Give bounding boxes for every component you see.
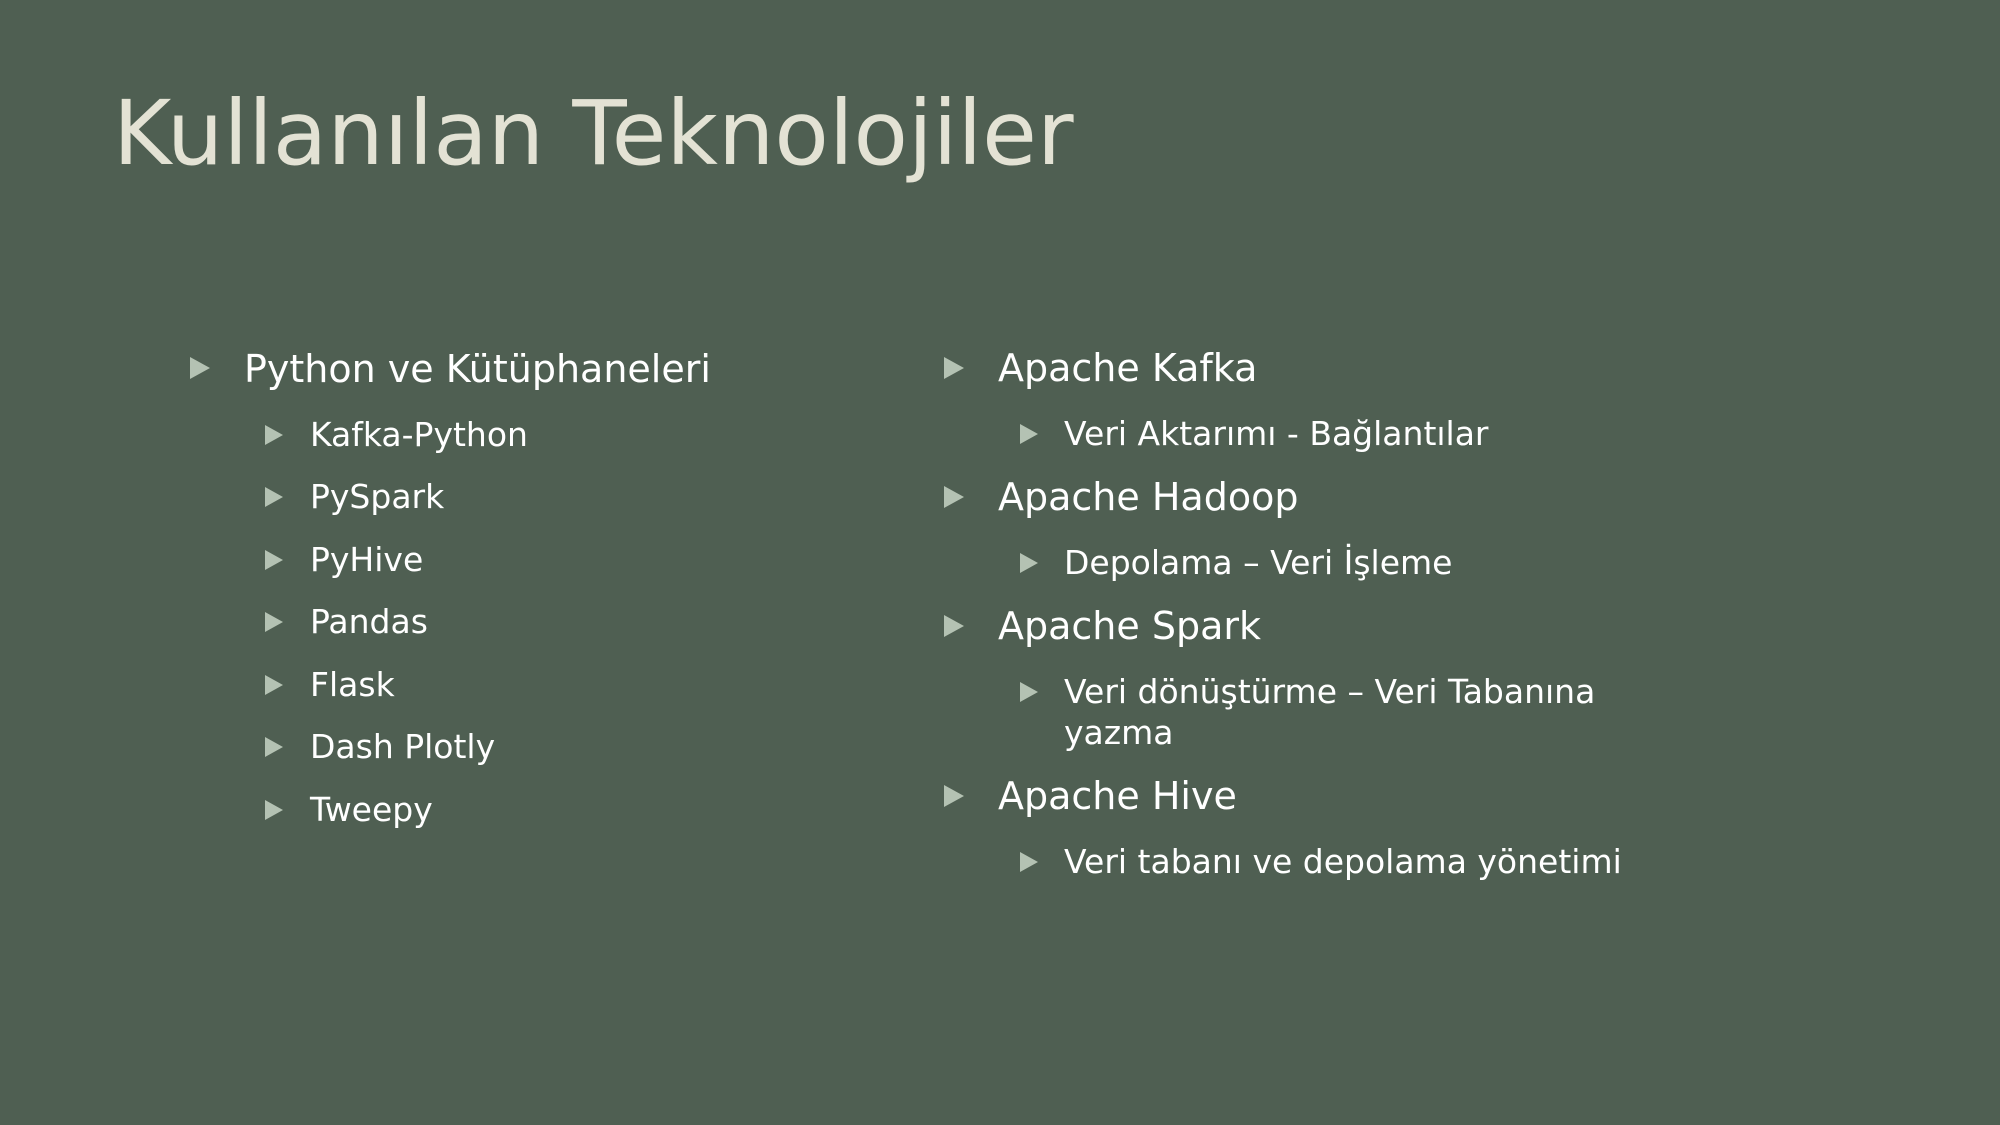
bullet-triangle-icon — [265, 612, 283, 632]
bullet-triangle-icon — [944, 357, 964, 379]
apache-spark-heading: Apache Spark — [998, 604, 1261, 648]
bullet-triangle-icon — [1020, 852, 1038, 872]
apache-hive-detail: Veri tabanı ve depolama yönetimi — [1064, 842, 1622, 881]
library-item-pyspark: PySpark — [310, 477, 445, 516]
bullet-triangle-icon — [944, 615, 964, 637]
library-item-dash-plotly: Dash Plotly — [310, 727, 496, 766]
python-libraries-heading: Python ve Kütüphaneleri — [244, 347, 711, 391]
bullet-triangle-icon — [265, 425, 283, 445]
bullet-triangle-icon — [265, 550, 283, 570]
bullet-triangle-icon — [1020, 682, 1038, 702]
bullet-triangle-icon — [265, 487, 283, 507]
library-item-pyhive: PyHive — [310, 540, 424, 579]
slide-title: Kullanılan Teknolojiler — [113, 81, 1074, 185]
library-item-flask: Flask — [310, 665, 395, 704]
apache-hive-heading: Apache Hive — [998, 774, 1237, 818]
apache-kafka-heading: Apache Kafka — [998, 346, 1258, 390]
library-item-kafka-python: Kafka-Python — [310, 415, 528, 454]
bullet-triangle-icon — [265, 800, 283, 820]
bullet-triangle-icon — [1020, 553, 1038, 573]
bullet-triangle-icon — [265, 737, 283, 757]
apache-kafka-detail: Veri Aktarımı - Bağlantılar — [1064, 414, 1489, 453]
apache-spark-detail: Veri dönüştürme – Veri Tabanına yazma — [1064, 672, 1596, 753]
bullet-triangle-icon — [1020, 424, 1038, 444]
bullet-triangle-icon — [265, 675, 283, 695]
bullet-triangle-icon — [944, 785, 964, 807]
bullet-triangle-icon — [190, 357, 210, 379]
apache-hadoop-detail: Depolama – Veri İşleme — [1064, 543, 1453, 582]
library-item-tweepy: Tweepy — [310, 790, 433, 829]
library-item-pandas: Pandas — [310, 602, 428, 641]
bullet-triangle-icon — [944, 486, 964, 508]
apache-hadoop-heading: Apache Hadoop — [998, 475, 1299, 519]
